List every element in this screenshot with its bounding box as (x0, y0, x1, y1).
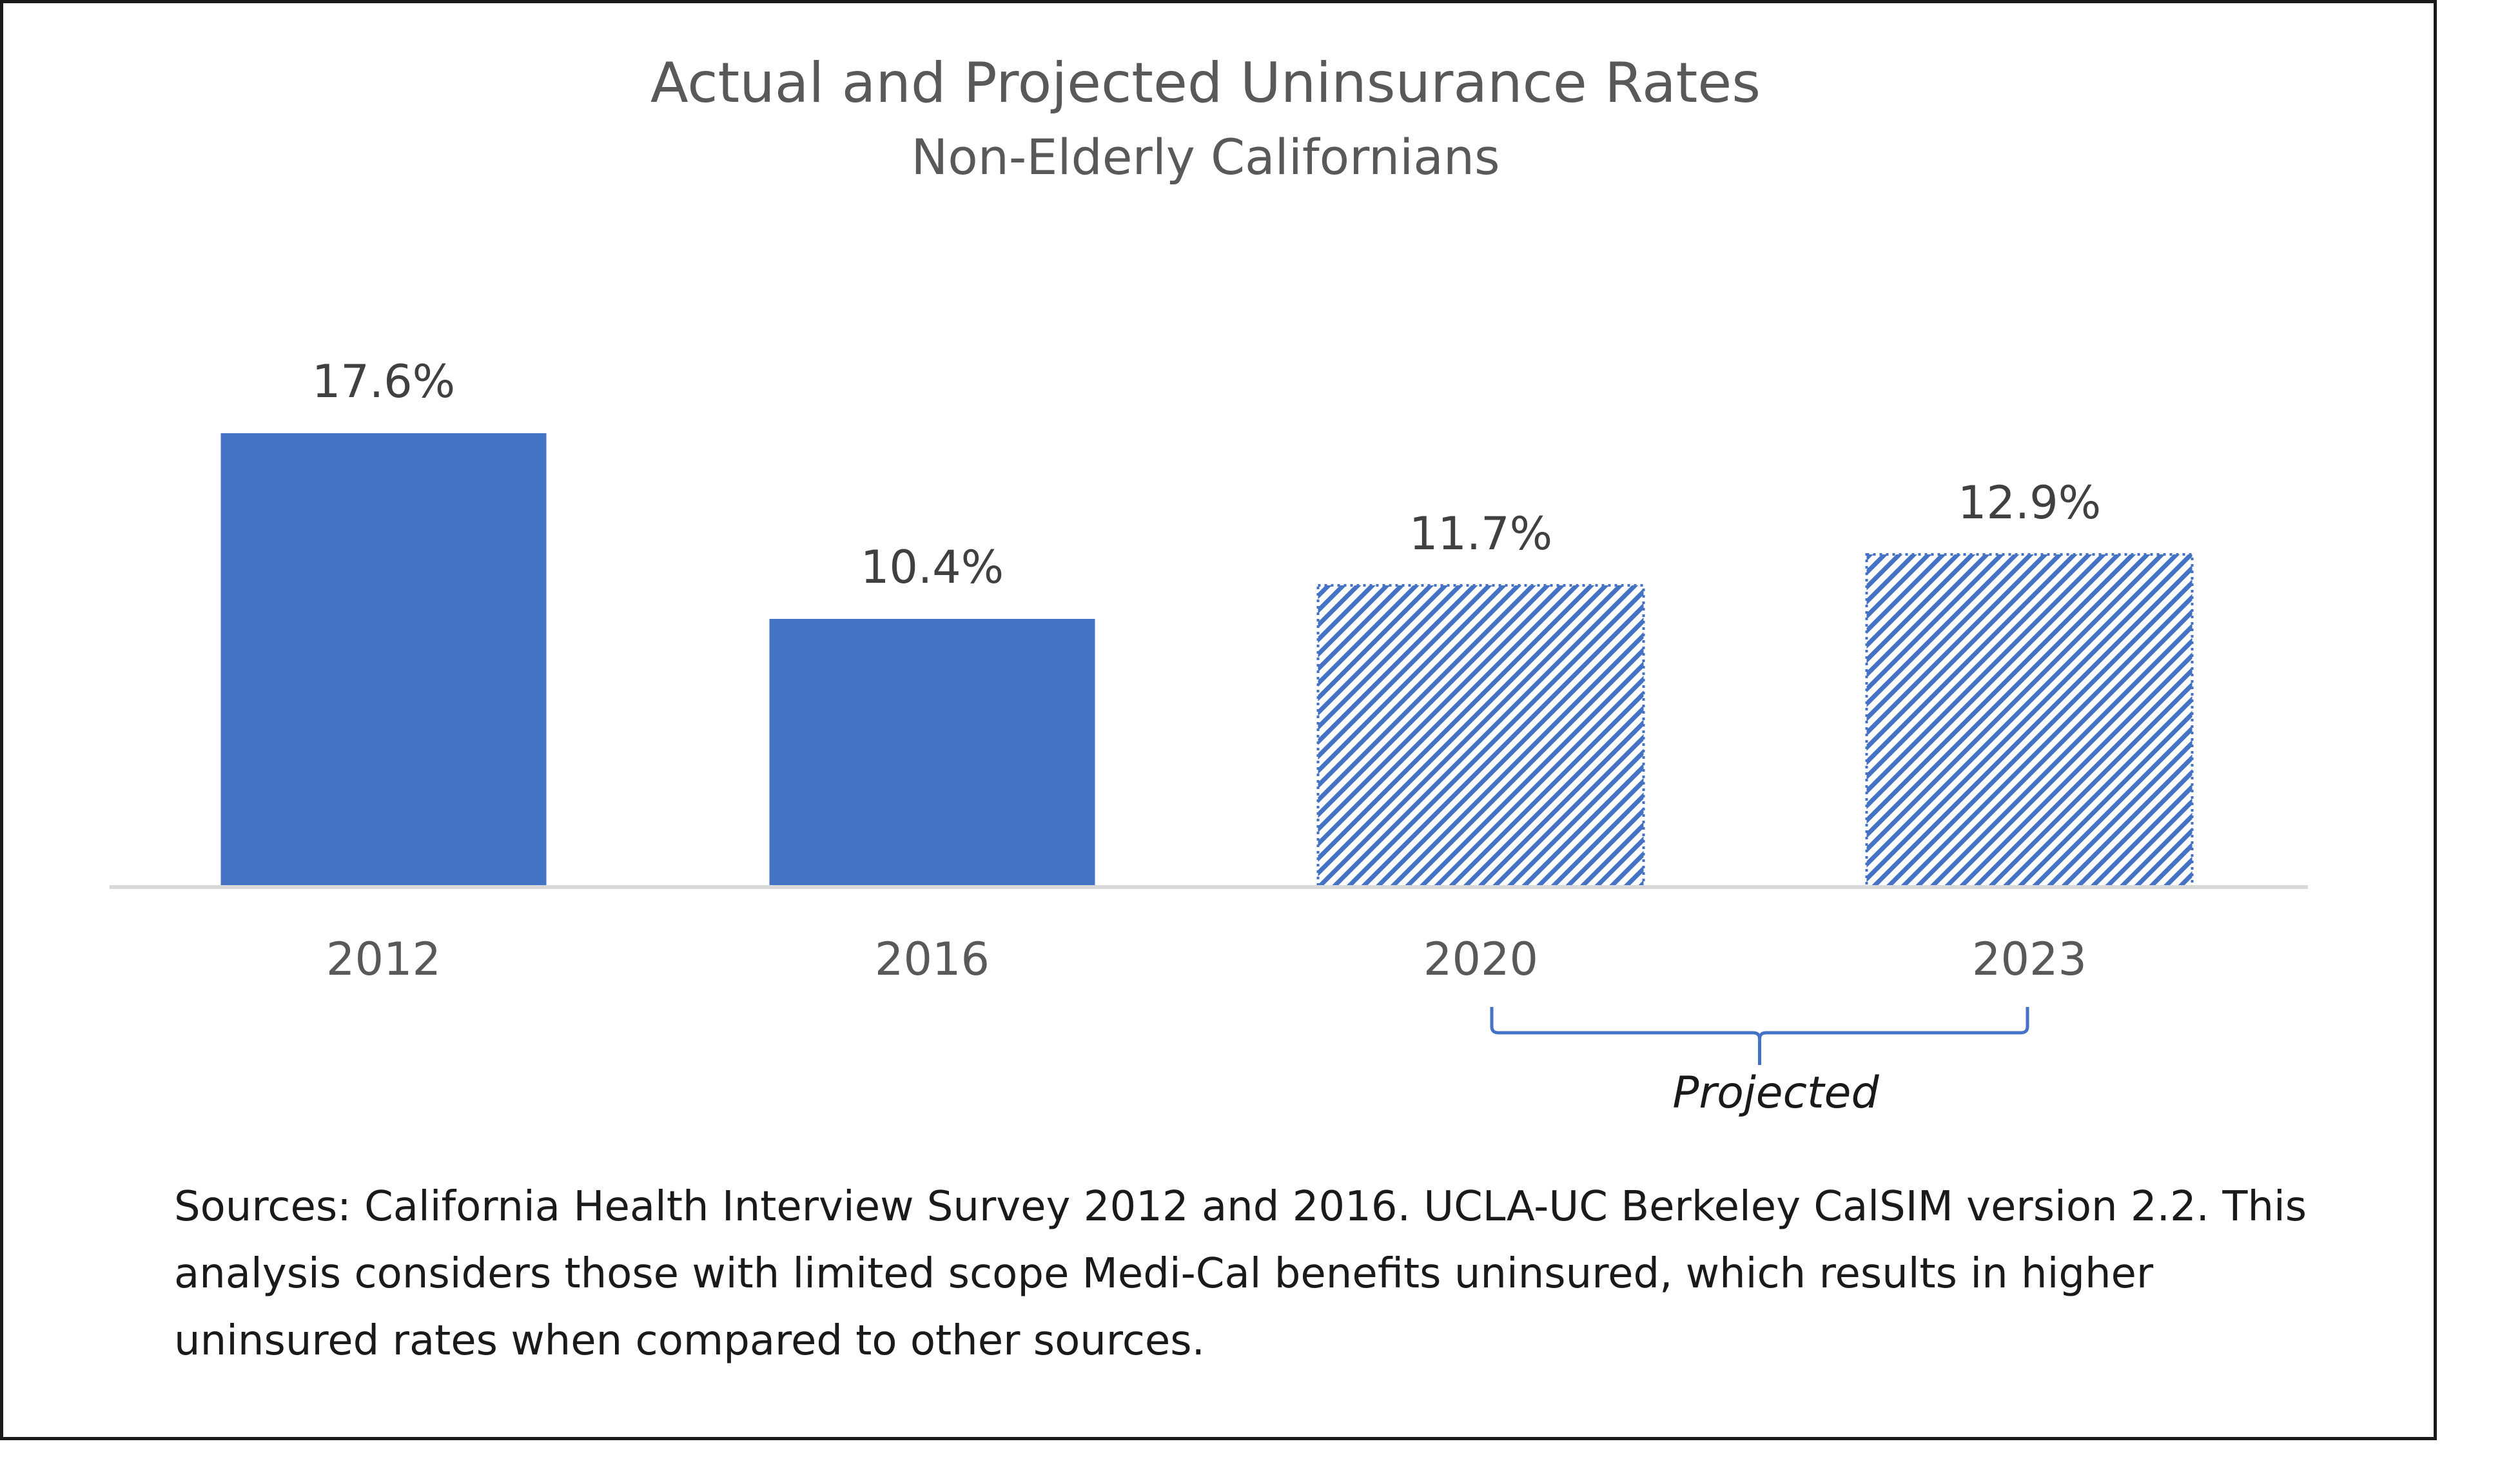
data-label-2016: 10.4% (861, 541, 1004, 594)
data-labels-group: 17.6% 10.4% 11.7% 12.9% (312, 355, 2101, 594)
x-tick-2020: 2020 (1423, 933, 1538, 986)
data-label-2023: 12.9% (1958, 476, 2101, 529)
bar-2012 (220, 433, 547, 887)
data-label-2012: 17.6% (312, 355, 455, 408)
sources-note: Sources: California Health Interview Sur… (174, 1183, 2307, 1365)
chart-subtitle: Non-Elderly Californians (911, 128, 1499, 186)
projected-annotation: Projected (1672, 1068, 1879, 1118)
bar-2023 (1865, 553, 2194, 888)
bars-group (220, 433, 2194, 888)
x-tick-2012: 2012 (326, 933, 441, 986)
data-label-2020: 11.7% (1409, 507, 1552, 560)
x-tick-2016: 2016 (875, 933, 990, 986)
projected-bracket (1490, 1007, 2029, 1065)
bar-2016 (769, 619, 1095, 887)
x-tick-labels: 2012 2016 2020 2023 (326, 933, 2087, 986)
bar-2020 (1316, 584, 1645, 888)
chart-title: Actual and Projected Uninsurance Rates (650, 51, 1761, 115)
x-tick-2023: 2023 (1972, 933, 2087, 986)
